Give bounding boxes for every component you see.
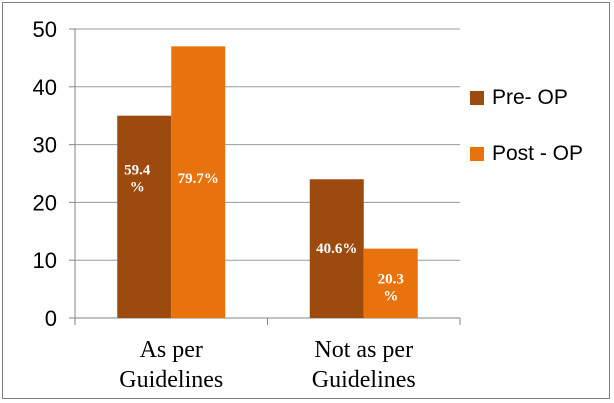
- bar-pre-op: [309, 179, 364, 318]
- x-category-label: Not as per: [314, 337, 413, 363]
- bar-post-op: [363, 248, 418, 318]
- data-label: 40.6%: [316, 241, 357, 257]
- y-tick-label: 20: [33, 190, 57, 215]
- data-label: 79.7%: [178, 171, 219, 187]
- chart-frame: [2, 2, 610, 399]
- y-tick-label: 10: [33, 248, 57, 273]
- y-tick-label: 0: [45, 306, 57, 331]
- y-tick-label: 40: [33, 75, 57, 100]
- legend-swatch: [470, 91, 484, 105]
- data-label: 20.3: [378, 272, 404, 288]
- legend-swatch: [470, 147, 484, 161]
- bar-post-op: [171, 46, 226, 319]
- data-label: %: [383, 289, 398, 305]
- data-label: %: [130, 180, 145, 196]
- x-category-label: Guidelines: [312, 367, 416, 393]
- y-tick-label: 50: [33, 17, 57, 42]
- bar-pre-op: [117, 115, 172, 318]
- data-label: 59.4: [124, 163, 151, 179]
- x-category-label: Guidelines: [119, 367, 223, 393]
- y-tick-label: 30: [33, 133, 57, 158]
- legend-label: Post - OP: [492, 142, 583, 165]
- x-category-label: As per: [140, 337, 203, 363]
- legend-label: Pre- OP: [492, 86, 568, 109]
